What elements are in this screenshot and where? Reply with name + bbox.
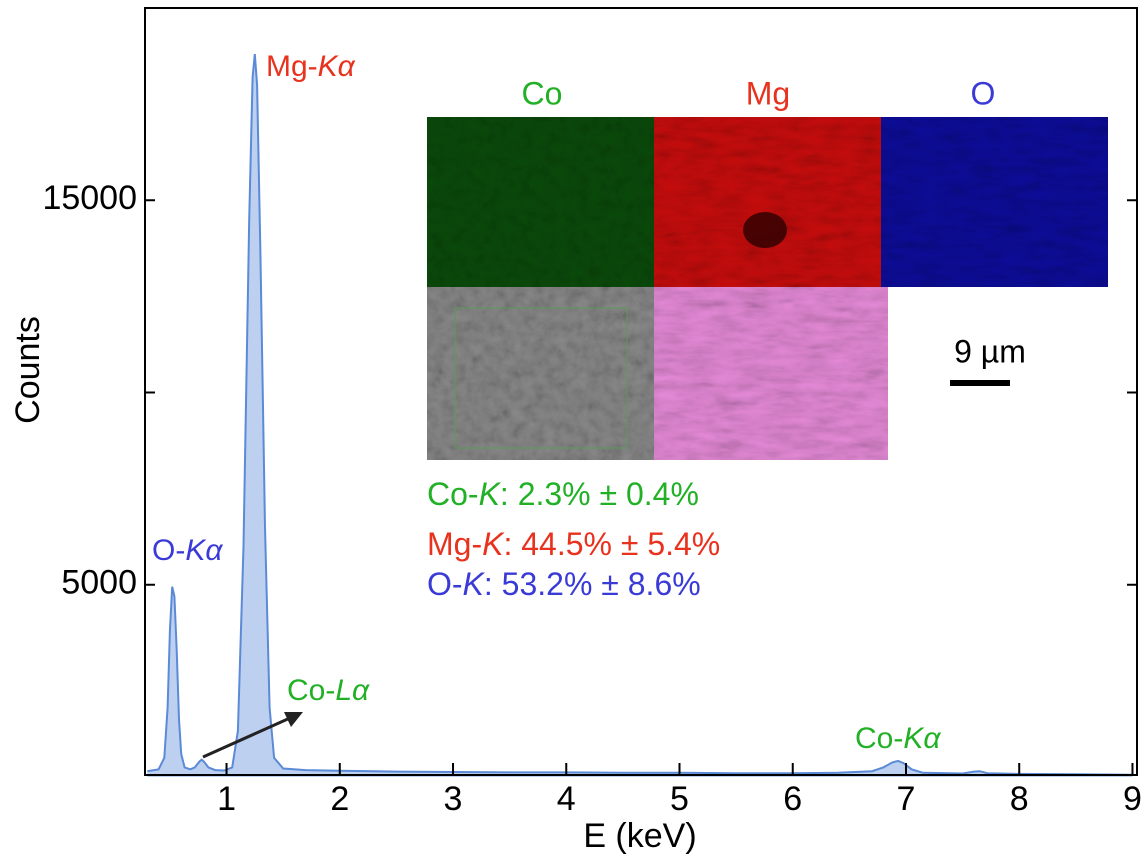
scale-bar — [950, 380, 1010, 386]
annotation-part: O- — [427, 566, 463, 602]
x-tick-label: 4 — [557, 780, 576, 818]
overlay-texture — [654, 287, 888, 460]
annotation: O-Kα — [152, 534, 223, 567]
annotation-part: Kα — [903, 722, 941, 755]
x-tick-label: 9 — [1123, 780, 1142, 818]
annotation-part: Co- — [287, 674, 335, 707]
x-axis-label: E (keV) — [583, 817, 696, 855]
y-tick-label: 15000 — [42, 179, 137, 217]
x-tick-label: 2 — [330, 780, 349, 818]
o-map-texture — [881, 117, 1108, 287]
annotation-part: : 44.5% ± 5.4% — [503, 526, 720, 562]
x-tick-label: 5 — [670, 780, 689, 818]
x-tick-label: 3 — [444, 780, 463, 818]
inset-maps: 9 µm — [427, 117, 1108, 460]
annotation-part: K — [479, 476, 502, 512]
annotation-part: O- — [152, 534, 185, 567]
x-tick-label: 8 — [1010, 780, 1029, 818]
annotation-part: Co- — [855, 722, 903, 755]
annotation: Co-K: 2.3% ± 0.4% — [427, 476, 699, 512]
annotation-part: Co- — [427, 476, 479, 512]
mg-map-texture — [654, 117, 881, 287]
y-axis-label: Counts — [9, 316, 47, 424]
map-label: O — [971, 75, 996, 111]
chart: 1 2 3 4 5 6 7 8 9 5000 15000 9 µm E (keV) Counts Mg-… — [0, 0, 1144, 859]
annotation: Co-Lα — [287, 674, 370, 707]
scale-bar-label: 9 µm — [954, 333, 1026, 369]
annotation: O-K: 53.2% ± 8.6% — [427, 566, 701, 602]
y-tick-label: 5000 — [61, 564, 137, 602]
annotation-part: Mg- — [427, 526, 482, 562]
annotation-part: Mg- — [266, 50, 318, 83]
annotation-part: Lα — [335, 674, 370, 707]
map-label: Mg — [746, 75, 790, 111]
x-tick-label: 1 — [217, 780, 236, 818]
annotation-part: K — [482, 526, 505, 562]
annotation-part: : 2.3% ± 0.4% — [500, 476, 699, 512]
annotation: Mg-Kα — [266, 50, 356, 83]
x-tick-label: 7 — [897, 780, 916, 818]
co-map-texture — [427, 117, 654, 287]
x-tick-label: 6 — [783, 780, 802, 818]
mg-map-dark — [743, 212, 787, 248]
annotation-part: Kα — [185, 534, 223, 567]
se-image-texture — [427, 287, 654, 460]
annotation: Co-Kα — [855, 722, 941, 755]
annotation-part: : 53.2% ± 8.6% — [484, 566, 701, 602]
map-label: Co — [522, 75, 563, 111]
annotation: Mg-K: 44.5% ± 5.4% — [427, 526, 720, 562]
annotation-part: Kα — [318, 50, 356, 83]
annotation-part: K — [463, 566, 486, 602]
